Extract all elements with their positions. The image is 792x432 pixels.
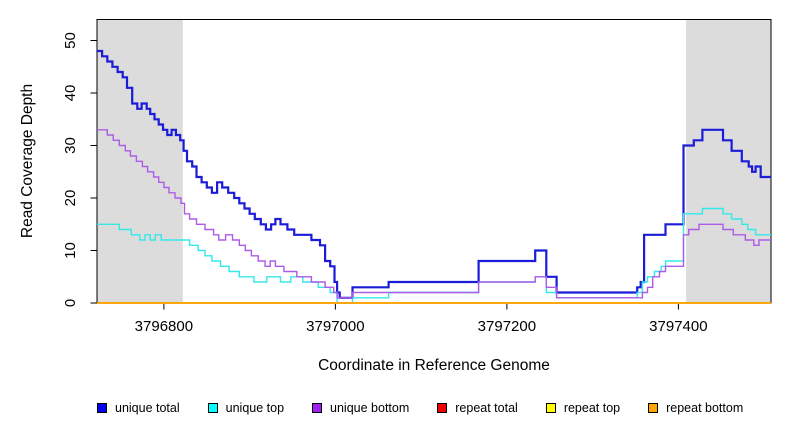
legend-swatch-unique-top bbox=[207, 403, 218, 413]
legend-swatch-repeat-top bbox=[545, 403, 556, 413]
y-tick-label: 50 bbox=[62, 32, 79, 49]
legend-label: repeat total bbox=[455, 401, 518, 415]
y-tick-label: 20 bbox=[62, 190, 79, 207]
x-axis-title: Coordinate in Reference Genome bbox=[318, 357, 550, 374]
x-tick-label: 3797400 bbox=[649, 318, 707, 335]
x-tick-label: 3797000 bbox=[306, 318, 364, 335]
legend: unique total unique top unique bottom repea… bbox=[97, 401, 743, 415]
legend-item-repeat-top: repeat top bbox=[545, 401, 621, 415]
legend-item-repeat-total: repeat total bbox=[437, 401, 518, 415]
series-line-unique-bottom bbox=[97, 129, 771, 299]
legend-swatch-unique-bottom bbox=[312, 403, 323, 413]
legend-label: repeat top bbox=[563, 401, 621, 415]
y-axis-title: Read Coverage Depth bbox=[19, 83, 36, 239]
repeat-region-right bbox=[686, 20, 771, 303]
legend-swatch-unique-total bbox=[97, 403, 107, 413]
y-tick-label: 0 bbox=[62, 299, 79, 307]
legend-label: unique top bbox=[225, 401, 285, 415]
y-tick-label: 40 bbox=[62, 85, 79, 102]
legend-item-repeat-bottom: repeat bottom bbox=[648, 401, 743, 415]
legend-item-unique-total: unique total bbox=[97, 401, 180, 415]
legend-label: repeat bottom bbox=[666, 401, 744, 415]
legend-item-unique-bottom: unique bottom bbox=[312, 401, 409, 415]
legend-swatch-repeat-bottom bbox=[648, 403, 659, 413]
legend-swatch-repeat-total bbox=[437, 403, 448, 413]
x-tick-label: 3797200 bbox=[478, 318, 536, 335]
legend-label: unique total bbox=[115, 401, 180, 415]
x-tick-label: 3796800 bbox=[135, 318, 193, 335]
y-tick-label: 10 bbox=[62, 242, 79, 259]
series-line-unique-total bbox=[97, 49, 771, 299]
legend-item-unique-top: unique top bbox=[207, 401, 285, 415]
series-line-unique-top bbox=[97, 207, 771, 304]
y-tick-label: 30 bbox=[62, 137, 79, 154]
legend-label: unique bottom bbox=[330, 401, 410, 415]
